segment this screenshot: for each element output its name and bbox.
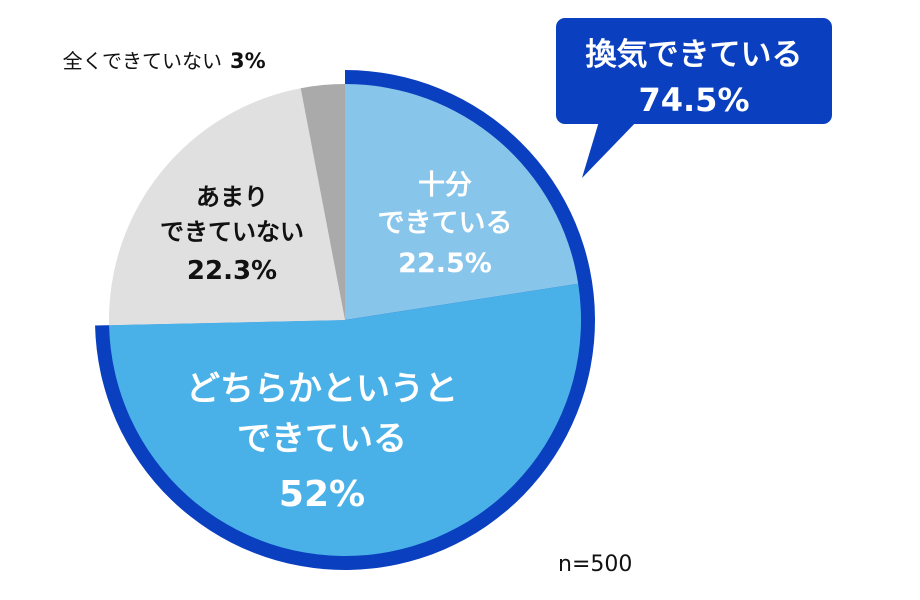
slice-somewhat [109, 283, 582, 557]
slice-not-much-label-line: あまり [196, 183, 268, 211]
callout-value: 74.5% [638, 81, 749, 119]
slice-not-much [109, 88, 346, 326]
slice-not-at-all [300, 84, 345, 320]
callout-box [556, 18, 832, 124]
slice-somewhat-label-line: どちらかというと [186, 369, 458, 409]
slice-value-not-at-all: 3% [230, 49, 266, 73]
slice-fully-label-line: 十分 [418, 170, 472, 201]
slice-somewhat-value: 52% [279, 474, 365, 515]
slice-fully-value: 22.5% [398, 248, 492, 279]
sample-size-note: n=500 [558, 552, 632, 577]
slice-fully [345, 84, 579, 320]
slice-not-much-value: 22.3% [187, 256, 277, 286]
slice-label-not-at-all: 全くできていない [63, 49, 222, 73]
slice-somewhat-label-line: できている [237, 419, 407, 459]
callout-pointer [582, 118, 640, 178]
slice-fully-label-line: できている [378, 208, 513, 239]
slice-not-much-label-line: できていない [160, 218, 304, 246]
callout-title: 換気できている [586, 37, 803, 73]
